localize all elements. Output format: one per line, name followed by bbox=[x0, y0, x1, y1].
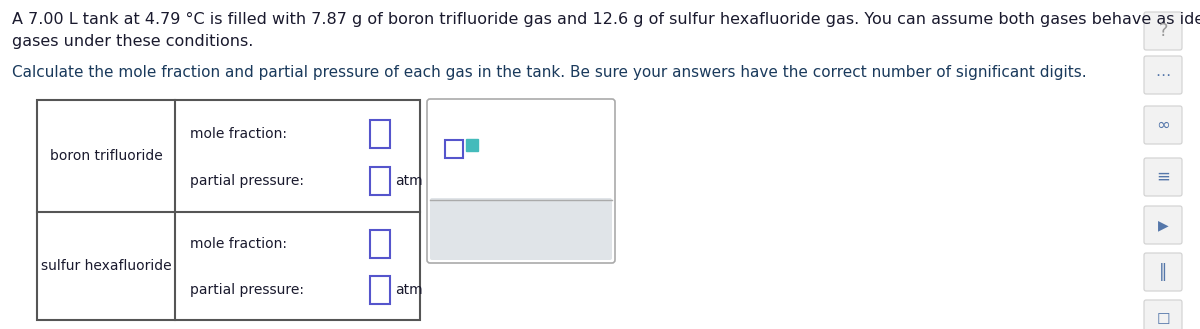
Text: partial pressure:: partial pressure: bbox=[190, 283, 304, 297]
FancyBboxPatch shape bbox=[427, 99, 616, 263]
Text: mole fraction:: mole fraction: bbox=[190, 238, 287, 251]
Bar bbox=[370, 120, 390, 148]
Text: ☐: ☐ bbox=[1156, 312, 1170, 326]
FancyBboxPatch shape bbox=[1144, 12, 1182, 50]
Text: atm: atm bbox=[395, 174, 422, 188]
Text: ▶: ▶ bbox=[1158, 218, 1169, 232]
Bar bbox=[466, 139, 478, 151]
Text: ×: × bbox=[470, 218, 492, 242]
FancyBboxPatch shape bbox=[1144, 300, 1182, 329]
Text: atm: atm bbox=[395, 283, 422, 297]
Text: sulfur hexafluoride: sulfur hexafluoride bbox=[41, 259, 172, 273]
Bar bbox=[445, 140, 463, 158]
Text: x10: x10 bbox=[454, 160, 472, 170]
Bar bbox=[370, 276, 390, 304]
FancyBboxPatch shape bbox=[430, 198, 612, 260]
FancyBboxPatch shape bbox=[1144, 206, 1182, 244]
Text: Calculate the mole fraction and partial pressure of each gas in the tank. Be sur: Calculate the mole fraction and partial … bbox=[12, 65, 1087, 80]
Text: ‖: ‖ bbox=[1159, 263, 1168, 281]
Text: partial pressure:: partial pressure: bbox=[190, 174, 304, 188]
FancyBboxPatch shape bbox=[1144, 253, 1182, 291]
FancyBboxPatch shape bbox=[1144, 56, 1182, 94]
Text: mole fraction:: mole fraction: bbox=[190, 127, 287, 140]
Text: boron trifluoride: boron trifluoride bbox=[49, 149, 162, 163]
Text: ≡: ≡ bbox=[1156, 168, 1170, 186]
Text: ?: ? bbox=[1158, 22, 1168, 40]
Text: ∞: ∞ bbox=[1156, 116, 1170, 134]
Bar bbox=[37, 100, 420, 320]
Text: A 7.00 L tank at 4.79 °C is filled with 7.87 g of boron trifluoride gas and 12.6: A 7.00 L tank at 4.79 °C is filled with … bbox=[12, 12, 1200, 49]
FancyBboxPatch shape bbox=[1144, 158, 1182, 196]
FancyBboxPatch shape bbox=[1144, 106, 1182, 144]
Bar bbox=[370, 167, 390, 195]
Text: ↺: ↺ bbox=[548, 220, 566, 240]
Bar bbox=[370, 230, 390, 258]
Text: ⋯: ⋯ bbox=[1156, 67, 1171, 83]
